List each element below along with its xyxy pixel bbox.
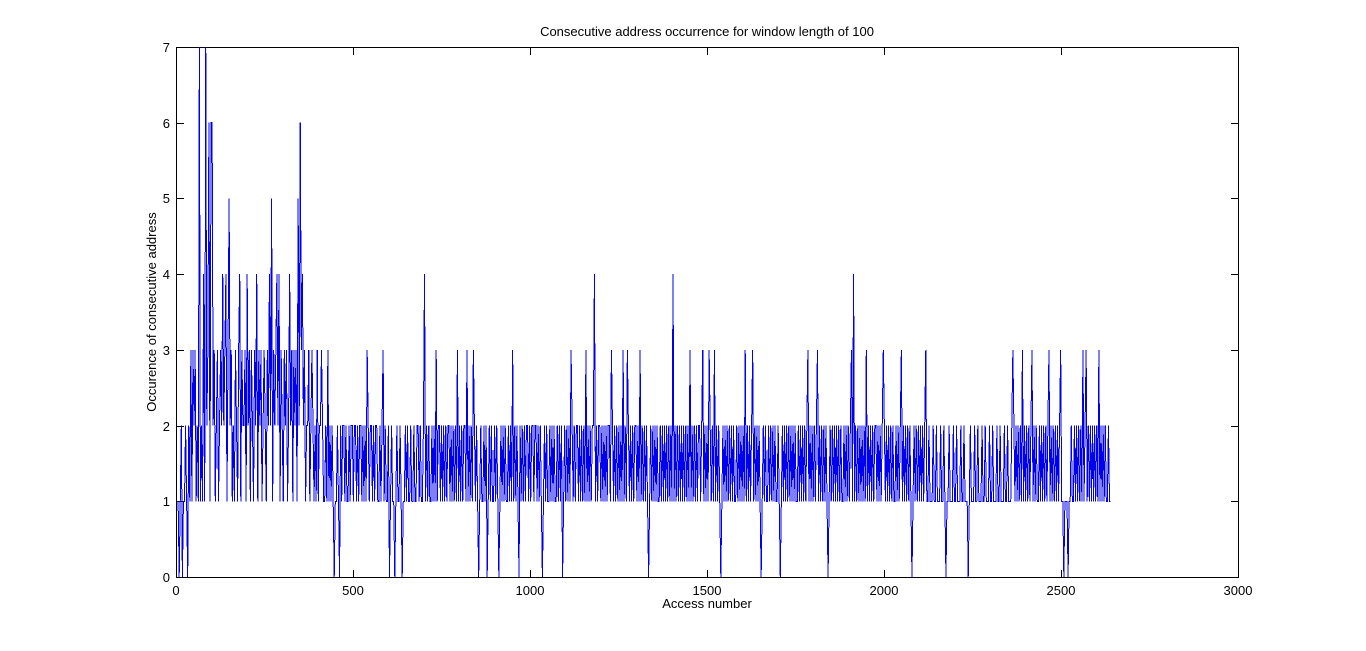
x-tick-label: 1000 [515,583,545,598]
x-tick-label: 2500 [1046,583,1076,598]
y-tick-label: 5 [162,190,170,206]
y-tick-label: 4 [162,266,170,282]
x-tick-label: 500 [342,583,364,598]
data-series-line [177,46,1111,578]
x-tick-label: 0 [172,583,180,598]
y-tick-label: 1 [162,493,170,509]
x-tick-label: 3000 [1223,583,1253,598]
x-tick-label: 1500 [692,583,722,598]
y-tick-label: 2 [162,418,170,434]
y-tick-label: 0 [162,569,170,585]
axes-box [176,47,1239,578]
y-axis-label: Occurence of consecutive address [144,212,159,412]
chart-title: Consecutive address occurrence for windo… [540,24,874,39]
x-tick-label: 2000 [869,583,899,598]
y-tick-label: 7 [162,39,170,55]
y-tick-label: 6 [162,115,170,131]
x-axis-label: Access number [662,596,752,611]
y-tick-label: 3 [162,342,170,358]
